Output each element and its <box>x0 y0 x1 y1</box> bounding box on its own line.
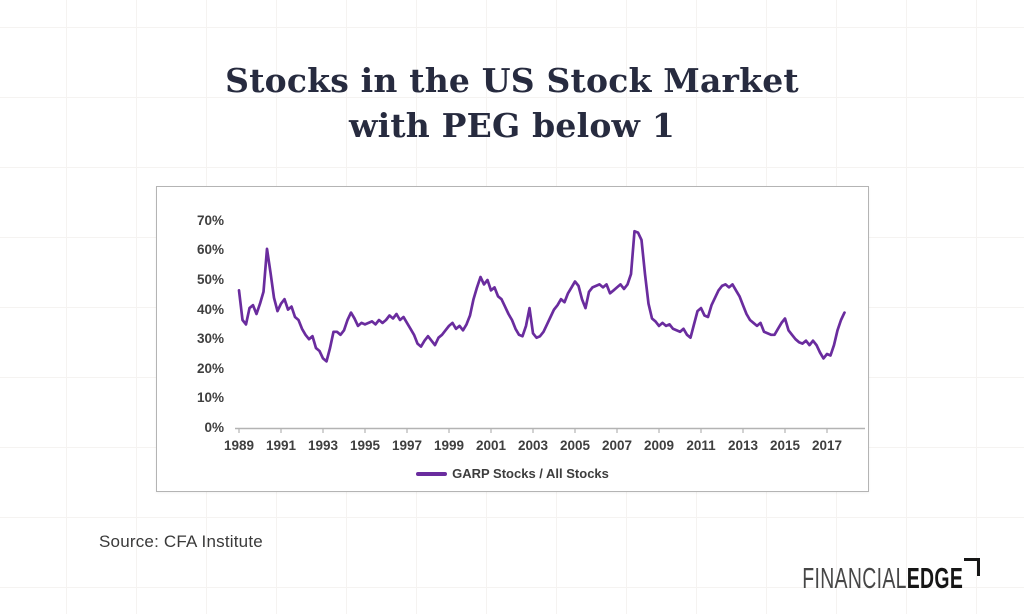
corner-bracket-icon <box>964 558 980 576</box>
chart-legend: GARP Stocks / All Stocks <box>157 466 868 481</box>
y-tick-label: 70% <box>196 212 224 228</box>
page-title: Stocks in the US Stock Market with PEG b… <box>0 58 1024 148</box>
x-tick-label: 2013 <box>727 438 759 453</box>
x-tick-label: 2017 <box>811 438 843 453</box>
y-tick-label: 50% <box>196 272 224 287</box>
x-tick-label: 1997 <box>391 438 423 453</box>
y-tick-label: 10% <box>196 390 224 406</box>
brand-logo-edge: EDGE <box>906 563 963 595</box>
legend-line-swatch-icon <box>416 471 448 476</box>
x-tick-label: 2011 <box>686 438 716 453</box>
x-tick-label: 2009 <box>643 438 675 453</box>
line-chart <box>235 229 865 433</box>
legend-label: GARP Stocks / All Stocks <box>452 466 609 481</box>
x-tick-label: 2003 <box>517 438 549 453</box>
x-tick-label: 2007 <box>601 438 633 453</box>
y-tick-label: 20% <box>196 360 224 376</box>
page-title-line1: Stocks in the US Stock Market <box>225 61 799 100</box>
x-tick-label: 1999 <box>433 438 465 453</box>
brand-logo-financial: FINANCIAL <box>802 563 907 595</box>
chart-card: 0% 10% 20% 30% 40% 50% 60% 70% 1989 1991 1993 1995… <box>156 186 869 492</box>
y-tick-label: 40% <box>196 301 224 317</box>
x-tick-label: 2001 <box>475 438 507 453</box>
brand-logo: FINANCIALEDGE <box>723 558 980 595</box>
x-tick-label: 1989 <box>223 438 255 453</box>
source-note: Source: CFA Institute <box>99 532 263 551</box>
brand-logo-text: FINANCIALEDGE <box>802 563 963 595</box>
x-tick-label: 1991 <box>265 438 297 453</box>
y-tick-label: 30% <box>196 331 224 347</box>
x-tick-label: 1993 <box>307 438 339 453</box>
x-tick-label: 2015 <box>769 438 801 453</box>
x-tick-label: 1995 <box>349 438 381 453</box>
y-tick-label: 60% <box>196 242 224 258</box>
y-tick-label: 0% <box>204 420 224 435</box>
x-tick-label: 2005 <box>559 438 591 453</box>
page-title-line2: with PEG below 1 <box>349 106 675 145</box>
